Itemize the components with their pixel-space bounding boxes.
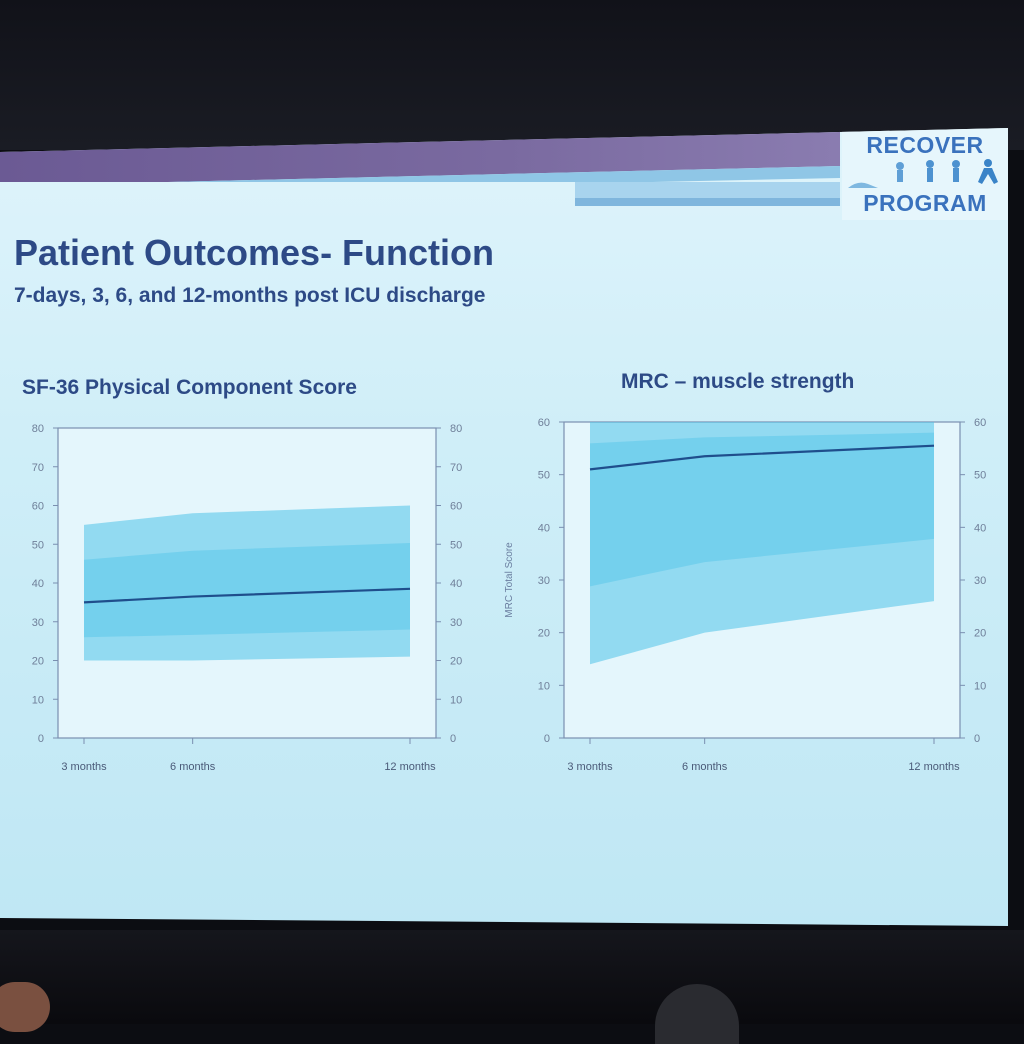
y-tick-label: 0 [38,733,44,745]
trajectory-band [590,422,934,665]
slide-subtitle: 7-days, 3, 6, and 12-months post ICU dis… [14,284,486,307]
right-tick-label: 0 [450,733,456,745]
header-band-accent [575,198,840,206]
y-tick-label: 60 [538,417,550,429]
right-tick-label: 0 [974,733,980,745]
y-tick-label: 40 [32,578,44,590]
mean-trend-line [589,444,935,471]
mrc-chart: 0 10 20 30 40 50 60 0 10 20 30 40 50 60 3 months 6 mont… [504,417,986,773]
y-tick-label: 80 [32,423,44,435]
x-tick-label: 12 months [908,761,960,773]
x-tick-label: 6 months [682,761,728,773]
right-tick-label: 10 [974,680,986,692]
projected-slide: RECOVER PROGRAM Patient Outcomes- Functi… [0,128,1008,926]
y-tick-label: 30 [538,575,550,587]
logo-line2: PROGRAM [863,190,987,216]
right-tick-label: 30 [974,575,986,587]
sf36-chart: 0 10 20 30 40 50 60 70 80 0 10 20 30 40 50 60 70 80 3 mont… [32,423,463,773]
right-tick-label: 20 [450,656,462,668]
logo-line1: RECOVER [866,132,984,158]
audience-hand [0,982,50,1032]
right-tick-label: 60 [450,501,462,513]
right-tick-label: 40 [450,578,462,590]
recover-program-logo: RECOVER PROGRAM [842,128,1008,220]
x-tick-label: 3 months [61,761,107,773]
trajectory-band-core [590,432,934,587]
y-tick-label: 40 [538,522,550,534]
right-tick-label: 40 [974,522,986,534]
y-tick-label: 0 [544,733,550,745]
y-tick-label: 20 [32,656,44,668]
chart-title-mrc: MRC – muscle strength [621,370,855,393]
y-axis-label: MRC Total Score [504,542,515,618]
y-tick-label: 60 [32,501,44,513]
y-tick-label: 50 [538,470,550,482]
walking-figures-icon [848,159,998,188]
x-tick-label: 12 months [384,761,436,773]
right-tick-label: 50 [974,470,986,482]
chart-title-sf36: SF-36 Physical Component Score [22,376,357,399]
right-tick-label: 70 [450,462,462,474]
room-background-top [0,0,1024,150]
y-tick-label: 30 [32,617,44,629]
right-tick-label: 60 [974,417,986,429]
y-tick-label: 20 [538,628,550,640]
y-tick-label: 10 [538,680,550,692]
right-tick-label: 30 [450,617,462,629]
right-tick-label: 10 [450,694,462,706]
y-tick-label: 50 [32,539,44,551]
slide-title: Patient Outcomes- Function [14,232,495,273]
mean-trend-line [83,587,411,604]
right-tick-label: 20 [974,628,986,640]
x-tick-label: 3 months [567,761,613,773]
room-background-bottom [0,930,1024,1024]
y-tick-label: 70 [32,462,44,474]
y-tick-label: 10 [32,694,44,706]
trajectory-band-core [84,542,410,638]
trajectory-band [84,505,410,661]
right-tick-label: 80 [450,423,462,435]
right-tick-label: 50 [450,539,462,551]
x-tick-label: 6 months [170,761,216,773]
